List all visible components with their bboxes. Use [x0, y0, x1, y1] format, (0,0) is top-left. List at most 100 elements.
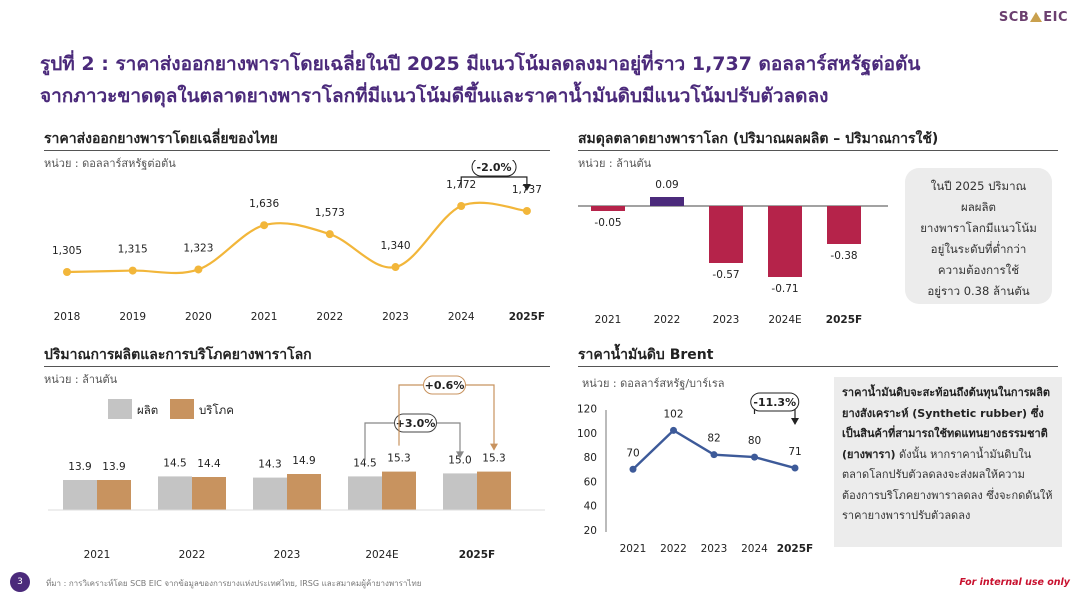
- brent-data-label: 71: [788, 446, 801, 458]
- production-x-label: 2021: [84, 549, 111, 561]
- production-bar: [477, 471, 511, 510]
- brent-data-label: 80: [748, 435, 761, 447]
- export-price-point: [325, 230, 334, 239]
- balance-x-label: 2021: [595, 314, 622, 326]
- brent-y-tick: 120: [577, 404, 597, 416]
- export-price-x-label: 2023: [382, 311, 409, 323]
- production-bar: [348, 476, 382, 510]
- export-price-data-label: 1,305: [52, 245, 82, 257]
- export-price-line: [66, 201, 528, 275]
- production-legend-label: บริโภค: [199, 403, 234, 417]
- balance-rule: [578, 150, 1058, 151]
- production-data-label: 15.3: [387, 453, 410, 465]
- brent-x-label: 2024: [741, 543, 768, 555]
- export-price-x-label: 2020: [185, 311, 212, 323]
- balance-note-line: อยู่ในระดับที่ต่ำกว่า: [930, 242, 1027, 256]
- export-price-data-label: 1,573: [315, 207, 345, 219]
- production-bar: [253, 477, 287, 510]
- brand-logo: SCB EIC: [999, 10, 1068, 25]
- production-data-label: 15.3: [482, 453, 505, 465]
- export-price-point: [457, 202, 466, 210]
- export-price-point: [128, 266, 137, 275]
- export-price-change-box: [471, 160, 517, 177]
- production-legend-swatch: [170, 399, 194, 419]
- balance-chart: -0.05 2021 0.09 2022 -0.57 2023 -0.71 2024E -0.3…: [578, 179, 888, 326]
- export-price-rule: [44, 150, 550, 151]
- balance-unit: หน่วย : ล้านตัน: [578, 157, 652, 170]
- brent-point: [751, 453, 758, 461]
- balance-data-label: -0.57: [712, 269, 739, 281]
- export-price-point: [522, 206, 531, 215]
- brent-y-tick: 100: [577, 428, 597, 440]
- page-headline: รูปที่ 2 : ราคาส่งออกยางพาราโดยเฉลี่ยในป…: [40, 48, 1060, 112]
- production-unit: หน่วย : ล้านตัน: [44, 373, 118, 386]
- production-x-label: 2025F: [459, 549, 495, 561]
- export-price-x-label: 2024: [448, 311, 475, 323]
- export-price-change-arrowhead: [522, 184, 531, 191]
- brent-title: ราคาน้ำมันดิบ Brent: [578, 347, 714, 363]
- brent-change-label: -11.3%: [753, 396, 796, 409]
- export-price-point: [391, 263, 400, 272]
- balance-bar: [827, 206, 861, 244]
- brent-x-label: 2022: [660, 543, 687, 555]
- production-data-label: 14.5: [163, 457, 186, 469]
- production-x-label: 2022: [179, 549, 206, 561]
- production-data-label: 13.9: [68, 461, 91, 473]
- brent-note-rest: ดังนั้น หากราคาน้ำมันดิบในตลาดโลกปรับตัว…: [842, 447, 1053, 523]
- export-price-x-label: 2018: [54, 311, 81, 323]
- balance-x-label: 2022: [654, 314, 681, 326]
- production-title: ปริมาณการผลิตและการบริโภคยางพาราโลก: [44, 347, 312, 363]
- production-change-arrowhead: [456, 451, 464, 459]
- brent-x-label: 2023: [701, 543, 728, 555]
- production-data-label: 14.3: [258, 459, 281, 471]
- production-bar: [443, 473, 477, 510]
- production-x-label: 2024E: [365, 549, 398, 561]
- production-bar: [97, 480, 131, 510]
- balance-note-line: ยางพาราโลกมีแนวโน้ม: [920, 221, 1037, 235]
- page-number: 3: [10, 572, 30, 592]
- export-price-point: [194, 265, 203, 274]
- production-change-label: +3.0%: [396, 417, 436, 430]
- brent-x-label: 2021: [620, 543, 647, 555]
- export-price-point: [260, 221, 269, 230]
- brent-point: [791, 464, 799, 472]
- balance-data-label: 0.09: [655, 179, 678, 191]
- production-rule: [44, 366, 550, 367]
- export-price-data-label: 1,315: [118, 244, 148, 256]
- production-data-label: 14.4: [197, 458, 221, 470]
- balance-bar: [591, 206, 625, 211]
- brent-data-label: 82: [707, 433, 720, 445]
- export-price-chart: 1,305 2018 1,315 2019 1,323 2020 1,636 2021 1,57…: [52, 160, 545, 323]
- source-note: ที่มา : การวิเคราะห์โดย SCB EIC จากข้อมู…: [46, 579, 422, 588]
- production-chart: ผลิต บริโภค 13.9 13.9 2021 14.5 14.4 2022 14.3 14…: [48, 375, 545, 561]
- balance-note-line: อยู่ราว 0.38 ล้านตัน: [927, 284, 1030, 298]
- production-data-label: 14.5: [353, 457, 376, 469]
- brent-y-tick: 60: [584, 476, 597, 488]
- brent-data-label: 70: [626, 447, 639, 459]
- brent-point: [629, 465, 637, 473]
- brand-text-eic: EIC: [1043, 10, 1068, 25]
- production-x-label: 2023: [274, 549, 301, 561]
- brent-chart: 20 40 60 80 100 120 70 2021 102 2022 82 2023 80 2024 7…: [577, 392, 813, 555]
- brent-point: [710, 451, 718, 459]
- balance-bar: [650, 197, 684, 206]
- balance-note-line: ในปี 2025 ปริมาณผลผลิต: [930, 179, 1027, 214]
- production-legend-swatch: [108, 399, 132, 419]
- production-legend-label: ผลิต: [137, 403, 158, 417]
- export-price-change-bracket: [460, 176, 528, 190]
- export-price-x-label: 2025F: [509, 311, 545, 323]
- brent-y-tick: 40: [584, 501, 597, 513]
- balance-note-line: ความต้องการใช้: [937, 263, 1020, 277]
- production-data-label: 15.0: [448, 454, 471, 466]
- export-price-x-label: 2022: [316, 311, 343, 323]
- balance-bar: [709, 206, 743, 263]
- balance-data-label: -0.05: [594, 217, 621, 229]
- production-bar: [382, 471, 416, 510]
- brent-rule: [578, 366, 1058, 367]
- brent-change-arrowhead: [791, 418, 799, 425]
- brand-text-scb: SCB: [998, 10, 1030, 25]
- export-price-x-label: 2019: [119, 311, 146, 323]
- production-bar: [192, 477, 226, 510]
- brent-y-tick: 80: [584, 452, 597, 464]
- balance-bar: [768, 206, 802, 277]
